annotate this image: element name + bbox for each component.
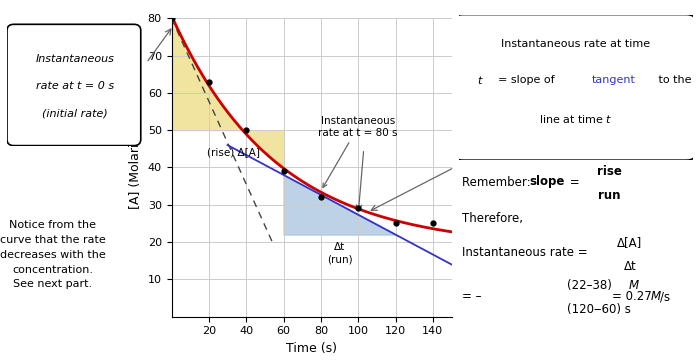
Text: Instantaneous
rate at t = 80 s: Instantaneous rate at t = 80 s xyxy=(318,116,398,187)
Text: M: M xyxy=(651,290,661,303)
Text: M: M xyxy=(629,279,638,292)
Text: = slope of: = slope of xyxy=(498,75,559,85)
Text: Instantaneous: Instantaneous xyxy=(36,54,115,64)
Text: to the: to the xyxy=(655,75,692,85)
Text: = –: = – xyxy=(462,290,482,303)
Y-axis label: [A] (Molarity): [A] (Molarity) xyxy=(129,126,142,209)
Text: Δt
(run): Δt (run) xyxy=(327,242,352,264)
Text: line at time $t$: line at time $t$ xyxy=(539,114,612,125)
Text: (22–38): (22–38) xyxy=(567,279,615,292)
Text: $t$: $t$ xyxy=(477,74,484,86)
Text: Instantaneous rate =: Instantaneous rate = xyxy=(462,246,592,260)
Text: Δt: Δt xyxy=(624,260,636,273)
Text: Therefore,: Therefore, xyxy=(462,212,523,225)
X-axis label: Time (s): Time (s) xyxy=(286,342,337,355)
Text: Δ[A]: Δ[A] xyxy=(617,236,643,249)
Text: =: = xyxy=(566,175,579,189)
Text: run: run xyxy=(598,189,620,202)
FancyBboxPatch shape xyxy=(454,15,695,160)
Text: Remember:: Remember: xyxy=(462,175,534,189)
Text: tangent: tangent xyxy=(592,75,636,85)
FancyBboxPatch shape xyxy=(7,24,141,146)
Text: rise: rise xyxy=(596,165,622,178)
Text: Notice from the
curve that the rate
decreases with the
concentration.
See next p: Notice from the curve that the rate decr… xyxy=(0,220,106,289)
Text: rate at t = 0 s: rate at t = 0 s xyxy=(36,81,114,91)
Text: (rise) Δ[A]: (rise) Δ[A] xyxy=(206,147,260,158)
Text: slope: slope xyxy=(529,175,565,189)
Text: Instantaneous rate at time: Instantaneous rate at time xyxy=(501,39,650,49)
Text: (initial rate): (initial rate) xyxy=(43,108,108,118)
Text: (120‒60) s: (120‒60) s xyxy=(567,303,631,316)
Text: = 0.27: = 0.27 xyxy=(612,290,656,303)
Text: /s: /s xyxy=(660,290,670,303)
